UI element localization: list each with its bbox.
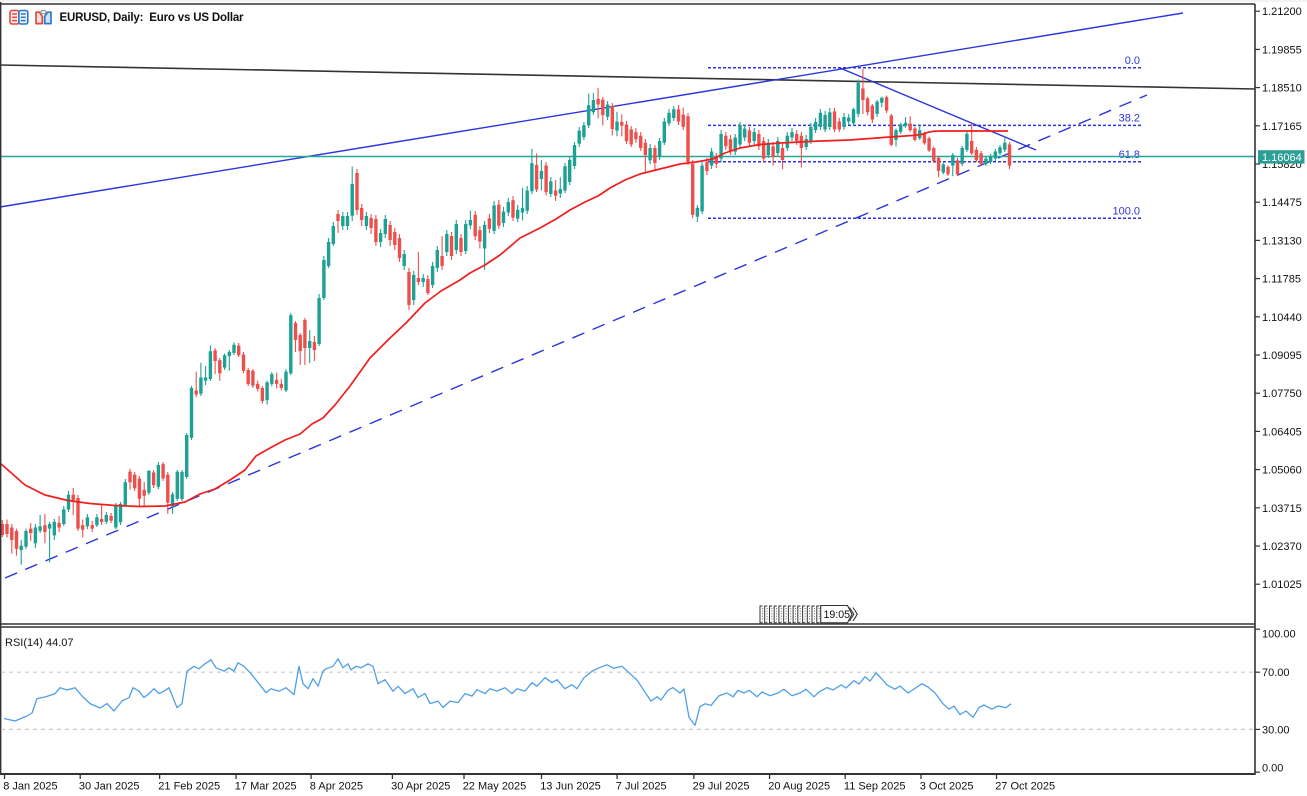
svg-text:1.17165: 1.17165 bbox=[1262, 121, 1302, 133]
svg-text:1.21200: 1.21200 bbox=[1262, 6, 1302, 18]
svg-text:1.13130: 1.13130 bbox=[1262, 235, 1302, 247]
svg-text:19:05: 19:05 bbox=[824, 609, 851, 621]
svg-text:1.10440: 1.10440 bbox=[1262, 312, 1302, 324]
svg-text:30.00: 30.00 bbox=[1262, 724, 1290, 736]
svg-text:11 Sep 2025: 11 Sep 2025 bbox=[844, 781, 906, 793]
svg-text:8 Apr 2025: 8 Apr 2025 bbox=[310, 781, 363, 793]
svg-text:22 May 2025: 22 May 2025 bbox=[463, 781, 527, 793]
svg-text:100.00: 100.00 bbox=[1262, 629, 1296, 641]
svg-text:1.09095: 1.09095 bbox=[1262, 350, 1302, 362]
svg-text:1.11785: 1.11785 bbox=[1262, 274, 1301, 286]
svg-text:17 Mar 2025: 17 Mar 2025 bbox=[235, 781, 297, 793]
svg-text:21 Feb 2025: 21 Feb 2025 bbox=[158, 781, 220, 793]
svg-text:1.05060: 1.05060 bbox=[1262, 465, 1302, 477]
svg-text:1.16064: 1.16064 bbox=[1262, 152, 1302, 164]
svg-text:27 Oct 2025: 27 Oct 2025 bbox=[995, 781, 1055, 793]
svg-text:30 Jan 2025: 30 Jan 2025 bbox=[79, 781, 140, 793]
svg-text:30 Apr 2025: 30 Apr 2025 bbox=[391, 781, 450, 793]
svg-text:8 Jan 2025: 8 Jan 2025 bbox=[3, 781, 57, 793]
svg-text:7 Jul 2025: 7 Jul 2025 bbox=[616, 781, 667, 793]
svg-text:1.07750: 1.07750 bbox=[1262, 388, 1302, 400]
svg-text:1.19855: 1.19855 bbox=[1262, 44, 1302, 56]
svg-text:29 Jul 2025: 29 Jul 2025 bbox=[693, 781, 750, 793]
svg-text:38.2: 38.2 bbox=[1119, 112, 1140, 124]
svg-text:13 Jun 2025: 13 Jun 2025 bbox=[540, 781, 601, 793]
svg-text:61.8: 61.8 bbox=[1119, 149, 1140, 161]
svg-text:RSI(14) 44.07: RSI(14) 44.07 bbox=[5, 637, 73, 649]
svg-text:100.0: 100.0 bbox=[1112, 205, 1140, 217]
svg-text:1.02370: 1.02370 bbox=[1262, 541, 1302, 553]
svg-text:3 Oct 2025: 3 Oct 2025 bbox=[920, 781, 974, 793]
svg-text:20 Aug 2025: 20 Aug 2025 bbox=[768, 781, 830, 793]
svg-text:1.06405: 1.06405 bbox=[1262, 426, 1302, 438]
svg-text:70.00: 70.00 bbox=[1262, 667, 1290, 679]
svg-text:1.03715: 1.03715 bbox=[1262, 503, 1302, 515]
svg-text:1.18510: 1.18510 bbox=[1262, 83, 1302, 95]
svg-text:0.00: 0.00 bbox=[1262, 763, 1283, 775]
svg-text:0.0: 0.0 bbox=[1125, 55, 1140, 67]
svg-text:1.14475: 1.14475 bbox=[1262, 197, 1302, 209]
svg-text:1.01025: 1.01025 bbox=[1262, 579, 1302, 591]
svg-text:EURUSD, Daily: Euro vs US Dol: EURUSD, Daily: Euro vs US Dollar bbox=[60, 12, 245, 24]
